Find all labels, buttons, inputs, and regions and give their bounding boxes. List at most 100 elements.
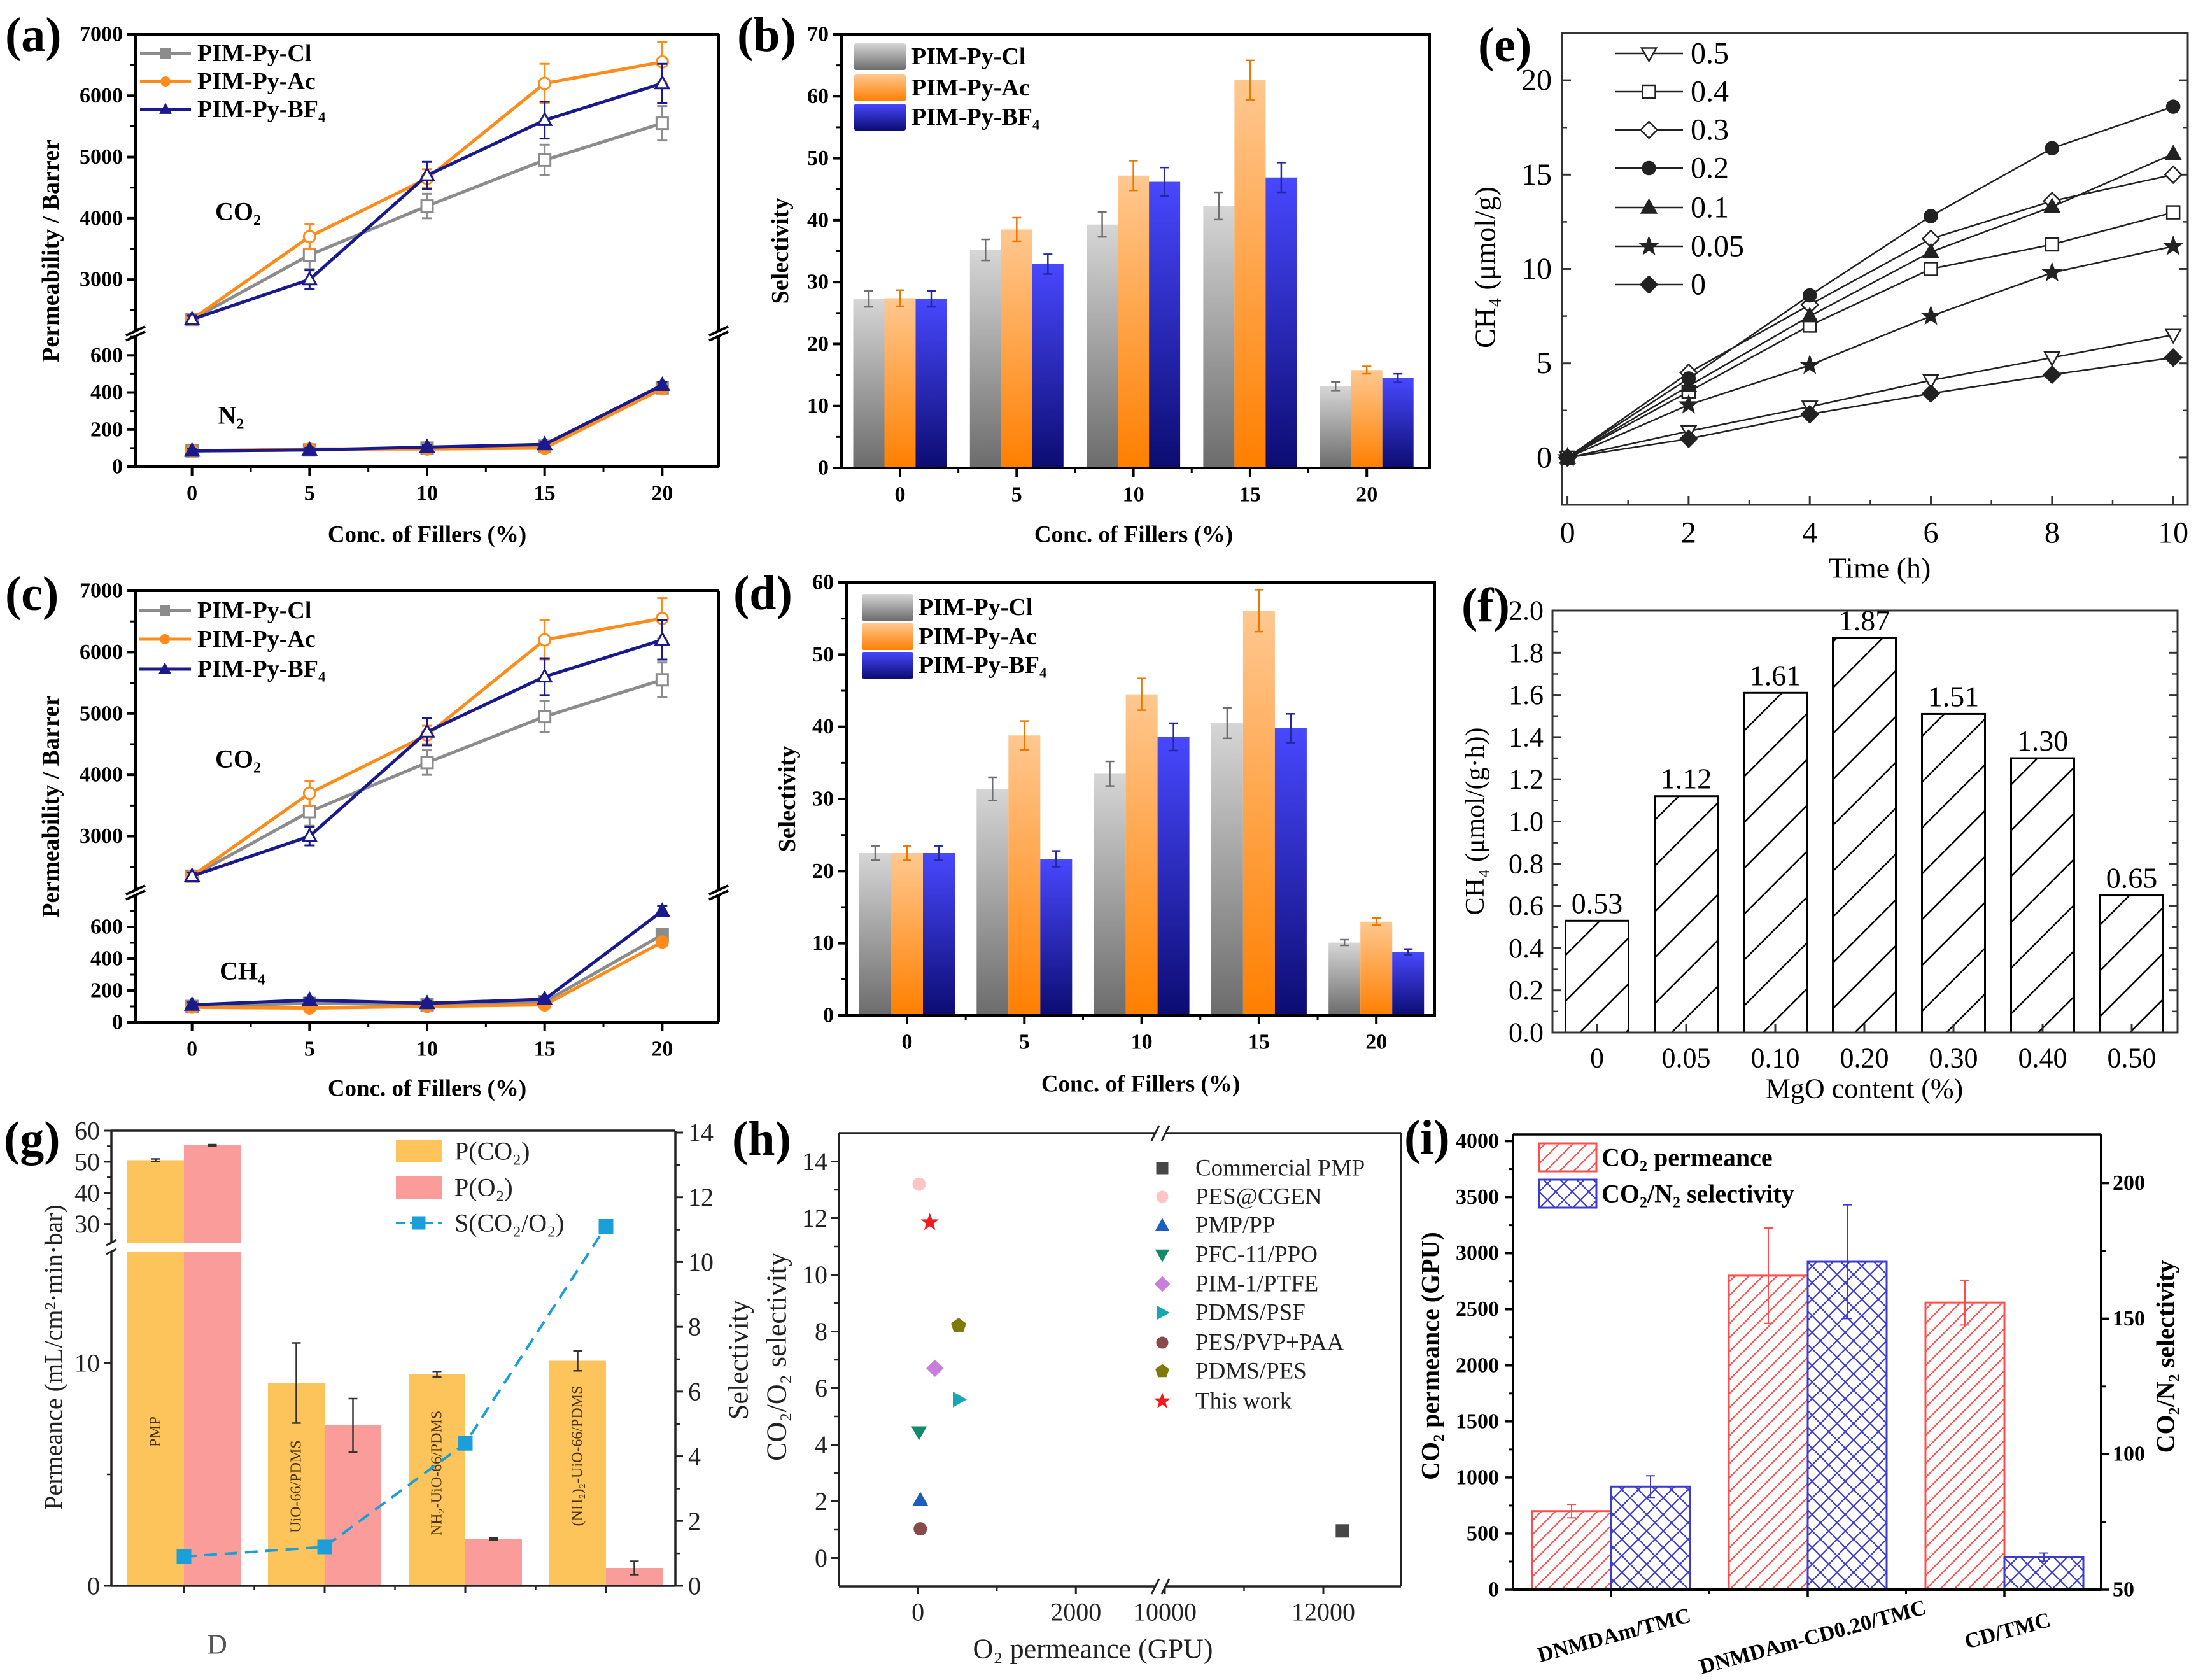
bar	[1242, 611, 1275, 1015]
error-bar	[903, 845, 911, 861]
legend-label: PIM-Py-Cl	[919, 594, 1032, 621]
x-tick-label: 5	[1019, 1031, 1030, 1054]
bar: 1.12	[1654, 763, 1719, 1034]
y-tick-label: 2	[815, 1487, 827, 1516]
scatter-point	[911, 1426, 927, 1441]
legend-item: 0	[1615, 268, 1706, 302]
data-point-upper	[302, 248, 316, 262]
error-bar	[1362, 365, 1372, 375]
y-tick-label: 10	[807, 394, 829, 418]
y-tick-label: 30	[74, 1210, 100, 1238]
bar	[1032, 264, 1064, 468]
legend-item: PIM-Py-Cl	[862, 594, 1032, 621]
y-tick-label: 10	[812, 931, 834, 955]
data-point	[1678, 393, 1700, 414]
x-tick-label: 20	[651, 482, 673, 505]
legend-label: This work	[1195, 1388, 1292, 1415]
panel-g: PMP UiO-66/PDMS NH₂-UiO-66/PDMS (NH₂)₂-UiO-…	[4, 1112, 754, 1660]
bar-hatched	[1921, 712, 1986, 1034]
legend-item: S(CO₂/O₂)	[396, 1209, 564, 1238]
data-point	[2164, 145, 2182, 160]
x-axis-ticks: 0 5 10 15 20	[187, 1022, 673, 1061]
legend-item: 0.2	[1615, 152, 1729, 185]
bar	[884, 298, 916, 468]
y-tick-label: 3000	[80, 268, 123, 292]
bar-hatched	[1743, 691, 1808, 1034]
data-point-upper	[420, 199, 434, 213]
legend-item: 0.4	[1615, 75, 1729, 109]
error-bar	[630, 1560, 639, 1576]
y-tick-label: 60	[807, 85, 829, 108]
x-tick-label: 10000	[1133, 1598, 1197, 1627]
plot-frame: 0 10 20 30 40 50 60 70 0 5 10 15 20	[807, 23, 1431, 507]
x-tick-label: 10	[416, 482, 438, 505]
legend-marker	[1155, 1218, 1170, 1231]
legend-label: PIM-Py-Ac	[197, 68, 316, 95]
x-tick-label: 0.40	[2018, 1043, 2067, 1074]
bar-patterned	[1924, 1301, 2006, 1591]
bar-value-label: 1.51	[1928, 680, 1980, 712]
error-bar	[1372, 917, 1381, 926]
y-axis-title: Selectivity	[767, 198, 794, 304]
data-point-lower	[654, 902, 671, 917]
legend-item: PES@CGEN	[1156, 1184, 1322, 1210]
legend-label: PIM-Py-Ac	[911, 74, 1030, 101]
bars	[1531, 1204, 2085, 1591]
bar	[409, 1371, 465, 1586]
error-bar	[1043, 253, 1053, 275]
series-line	[1567, 356, 2174, 459]
gas-annotation: CO₂	[215, 745, 261, 773]
legend-label: 0.5	[1691, 37, 1729, 71]
bar: 1.61	[1743, 659, 1808, 1034]
legend-marker	[1156, 1190, 1169, 1203]
x-tick-label: 20	[1365, 1031, 1387, 1054]
data-point	[2164, 328, 2182, 344]
bar	[1806, 1204, 1888, 1591]
x-tick-label: 15	[1248, 1031, 1270, 1054]
panel-b: 0 10 20 30 40 50 60 70 0 5 10 15 20 PIM-Py-Cl PIM-Py-A…	[737, 8, 1431, 548]
y-tick-label: 0.0	[1509, 1017, 1544, 1048]
x-tick-label: 15	[534, 1038, 556, 1061]
selectivity-point	[317, 1539, 332, 1555]
bar-upper-segment	[127, 1160, 184, 1243]
bar: 1.51	[1921, 680, 1986, 1034]
bar	[976, 789, 1009, 1015]
x-axis-title: Conc. of Fillers (%)	[328, 1076, 526, 1102]
bar	[1382, 378, 1414, 468]
data-point-upper	[419, 166, 435, 181]
y-right-tick-label: 8	[688, 1313, 701, 1341]
y-axis-title: Permeability / Barrer	[38, 139, 64, 362]
data-point	[2045, 237, 2060, 252]
series-0	[1558, 348, 2183, 467]
bar	[268, 1342, 325, 1586]
data-point-upper	[301, 271, 318, 286]
data-point	[1924, 262, 1938, 276]
data-point-lower	[301, 991, 318, 1006]
series-line	[1567, 245, 2174, 459]
data-point-upper	[420, 756, 434, 770]
bar-lower-segment	[127, 1252, 184, 1586]
legend-label: 0.2	[1691, 152, 1729, 185]
plot-frame: 0.0 0.2 0.4 0.6 0.8 1.0 1.2 1.4 1.6 1.8 2.0 0 0.05 0.…	[1509, 595, 2179, 1074]
error-bar	[1214, 191, 1223, 221]
bar-value-label: 1.87	[1839, 604, 1890, 637]
error-bar	[1097, 211, 1107, 238]
legend-label: 0.4	[1691, 75, 1729, 109]
error-bar	[1020, 720, 1029, 751]
error-bar	[1169, 722, 1178, 752]
x-tick-label: 0.20	[1840, 1043, 1889, 1074]
legend-marker	[158, 662, 171, 674]
y-tick-label: 10	[1521, 252, 1552, 286]
panel-f: 0.53 1.12 1.61 1.87 1.51 1.30 0.65 0.0 0.2 0.4 0.6…	[1461, 579, 2179, 1105]
y-tick-label: 0	[823, 1004, 834, 1027]
legend-label: 0.3	[1691, 113, 1729, 147]
y-tick-label: 0	[1537, 441, 1552, 474]
y-tick-label: 40	[74, 1178, 100, 1207]
y-right-tick-label: 0	[688, 1572, 701, 1600]
legend-marker	[1156, 1336, 1169, 1349]
panel-label: (h)	[732, 1112, 791, 1166]
y-tick-label: 4000	[80, 763, 123, 787]
y-tick-label: 400	[90, 381, 123, 404]
legend-marker	[160, 605, 170, 616]
y-tick-label: 4000	[1456, 1129, 1499, 1153]
